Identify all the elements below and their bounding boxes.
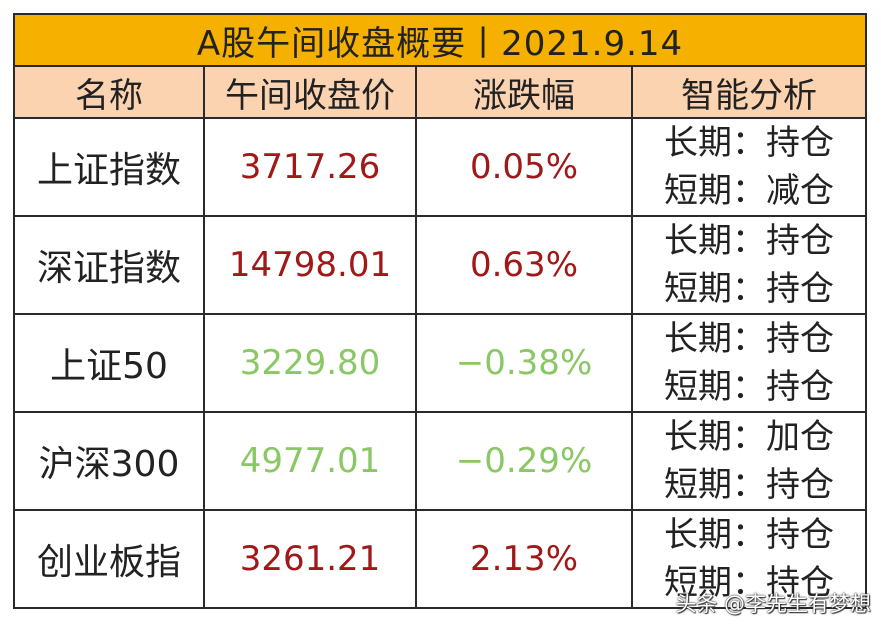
table-row: 沪深300 4977.01 −0.29% 长期：加仓 短期：持仓 bbox=[13, 411, 868, 511]
index-name: 创业板指 bbox=[13, 509, 205, 609]
long-term-advice: 长期：持仓 bbox=[664, 221, 835, 261]
long-term-advice: 长期：持仓 bbox=[664, 319, 835, 359]
analysis-cell: 长期：加仓 短期：持仓 bbox=[630, 411, 868, 511]
index-name: 上证指数 bbox=[13, 117, 205, 217]
index-change: 0.63% bbox=[415, 215, 633, 315]
index-name: 沪深300 bbox=[13, 411, 205, 511]
table-row: 上证指数 3717.26 0.05% 长期：持仓 短期：减仓 bbox=[13, 117, 868, 217]
index-price: 3229.80 bbox=[203, 313, 417, 413]
index-name: 上证50 bbox=[13, 313, 205, 413]
short-term-advice: 短期：持仓 bbox=[664, 465, 835, 505]
index-name: 深证指数 bbox=[13, 215, 205, 315]
long-term-advice: 长期：持仓 bbox=[664, 123, 835, 163]
index-price: 4977.01 bbox=[203, 411, 417, 511]
short-term-advice: 短期：持仓 bbox=[664, 367, 835, 407]
header-analysis: 智能分析 bbox=[630, 65, 868, 119]
header-change: 涨跌幅 bbox=[415, 65, 633, 119]
index-change: −0.38% bbox=[415, 313, 633, 413]
table-row: 创业板指 3261.21 2.13% 长期：持仓 短期：持仓 bbox=[13, 509, 868, 609]
short-term-advice: 短期：持仓 bbox=[664, 269, 835, 309]
short-term-advice: 短期：减仓 bbox=[664, 171, 835, 211]
header-price: 午间收盘价 bbox=[203, 65, 417, 119]
table-row: 上证50 3229.80 −0.38% 长期：持仓 短期：持仓 bbox=[13, 313, 868, 413]
index-change: 0.05% bbox=[415, 117, 633, 217]
index-price: 3261.21 bbox=[203, 509, 417, 609]
index-change: −0.29% bbox=[415, 411, 633, 511]
table-row: 深证指数 14798.01 0.63% 长期：持仓 短期：持仓 bbox=[13, 215, 868, 315]
index-price: 14798.01 bbox=[203, 215, 417, 315]
long-term-advice: 长期：加仓 bbox=[664, 417, 835, 457]
watermark: 头条 @李先生有梦想 bbox=[675, 592, 871, 616]
analysis-cell: 长期：持仓 短期：持仓 bbox=[630, 509, 868, 609]
index-change: 2.13% bbox=[415, 509, 633, 609]
header-name: 名称 bbox=[13, 65, 205, 119]
index-price: 3717.26 bbox=[203, 117, 417, 217]
analysis-cell: 长期：持仓 短期：持仓 bbox=[630, 313, 868, 413]
analysis-cell: 长期：持仓 短期：减仓 bbox=[630, 117, 868, 217]
analysis-cell: 长期：持仓 短期：持仓 bbox=[630, 215, 868, 315]
long-term-advice: 长期：持仓 bbox=[664, 515, 835, 555]
market-summary-table: A股午间收盘概要丨2021.9.14 名称 午间收盘价 涨跌幅 智能分析 上证指… bbox=[12, 13, 868, 609]
table-title: A股午间收盘概要丨2021.9.14 bbox=[12, 13, 868, 67]
short-term-advice: 短期：持仓 bbox=[664, 563, 835, 603]
